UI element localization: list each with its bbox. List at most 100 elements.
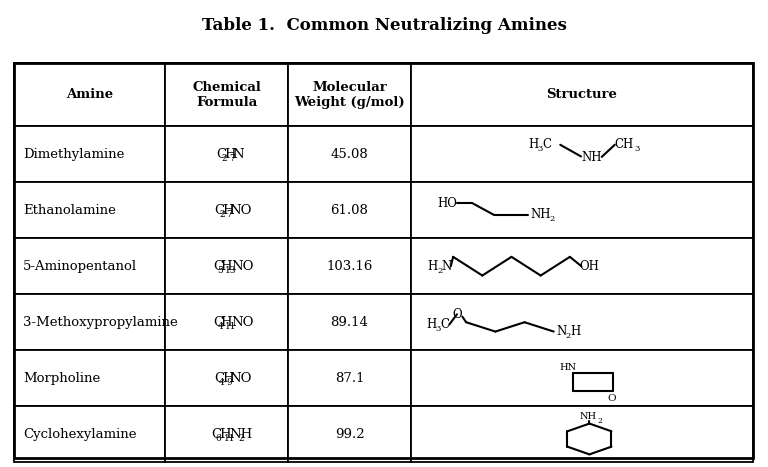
Text: H: H [222,372,233,385]
Text: 7: 7 [227,210,232,219]
Bar [14,182,165,238]
Bar [14,350,165,406]
Bar [288,406,411,462]
Text: 5-Aminopentanol: 5-Aminopentanol [23,260,137,273]
Text: H: H [220,316,232,329]
Text: C: C [211,428,221,441]
Text: NH: NH [530,208,551,221]
Text: C: C [214,372,224,385]
Text: 2: 2 [221,154,227,163]
Text: HO: HO [438,197,458,210]
Bar [411,406,753,462]
Text: C: C [543,138,551,151]
Text: 7: 7 [229,154,234,163]
Text: 2: 2 [437,267,442,275]
Text: 61.08: 61.08 [330,204,369,217]
Text: H: H [219,428,230,441]
Text: C: C [440,318,449,331]
Bar [14,294,165,350]
Bar [288,182,411,238]
Text: H: H [528,138,538,151]
Text: H: H [428,260,438,273]
Bar [165,238,288,294]
Text: C: C [213,260,223,273]
Text: NH: NH [579,412,597,421]
Bar [14,63,753,458]
Text: Dimethylamine: Dimethylamine [23,148,124,161]
Bar [288,350,411,406]
Text: 103.16: 103.16 [326,260,372,273]
Text: 4: 4 [217,322,223,332]
Text: 6: 6 [216,434,222,444]
Bar [165,63,288,126]
Bar [411,182,753,238]
Text: NO: NO [231,316,253,329]
Text: C: C [214,204,224,217]
Bar [165,294,288,350]
Text: Cyclohexylamine: Cyclohexylamine [23,428,137,441]
Text: 11: 11 [223,434,235,444]
Text: NO: NO [231,260,253,273]
Bar [14,238,165,294]
Text: C: C [213,316,223,329]
Text: 2: 2 [565,332,571,340]
Text: 5: 5 [217,266,223,276]
Text: H: H [222,204,233,217]
Text: 3: 3 [634,145,639,154]
Text: 2: 2 [239,434,244,444]
Bar [14,406,165,462]
Text: C: C [217,148,227,161]
Text: 3: 3 [435,325,441,333]
Text: HN: HN [559,362,577,372]
Bar [14,63,165,126]
Text: Amine: Amine [66,88,113,101]
Text: CH: CH [615,138,634,151]
Text: 13: 13 [225,266,237,276]
Bar [288,126,411,182]
Text: OH: OH [579,260,599,273]
Bar [288,238,411,294]
Text: NO: NO [230,372,252,385]
Text: Ethanolamine: Ethanolamine [23,204,116,217]
Bar [411,126,753,182]
Text: H: H [220,260,232,273]
Bar [165,126,288,182]
Text: 3: 3 [538,145,542,154]
Text: NH: NH [582,151,602,164]
Bar [288,63,411,126]
Text: N: N [442,260,452,273]
Text: Structure: Structure [546,88,617,101]
Bar [411,294,753,350]
Text: H: H [426,318,436,331]
Text: 2: 2 [549,215,554,224]
Text: N: N [232,148,243,161]
Text: Chemical
Formula: Chemical Formula [192,81,261,108]
Bar [14,63,753,126]
Bar [14,126,165,182]
Text: 3-Methoxypropylamine: 3-Methoxypropylamine [23,316,177,329]
Text: 89.14: 89.14 [330,316,369,329]
Text: 4: 4 [219,378,225,388]
Text: 2: 2 [598,417,603,425]
Text: H: H [224,148,236,161]
Text: O: O [607,394,616,403]
Text: 99.2: 99.2 [335,428,364,441]
Text: NO: NO [230,204,252,217]
Text: 11: 11 [225,322,237,332]
Text: Morpholine: Morpholine [23,372,101,385]
Bar [165,350,288,406]
Bar [165,406,288,462]
Bar [411,238,753,294]
Bar [288,294,411,350]
Text: Table 1.  Common Neutralizing Amines: Table 1. Common Neutralizing Amines [201,17,567,34]
Text: O: O [452,308,462,321]
Bar [411,350,753,406]
Text: N: N [556,325,566,338]
Text: Molecular
Weight (g/mol): Molecular Weight (g/mol) [294,81,405,108]
Text: 45.08: 45.08 [330,148,369,161]
Bar [411,63,753,126]
Text: 9: 9 [227,378,232,388]
Text: 87.1: 87.1 [335,372,364,385]
Bar [165,182,288,238]
Text: NH: NH [230,428,253,441]
